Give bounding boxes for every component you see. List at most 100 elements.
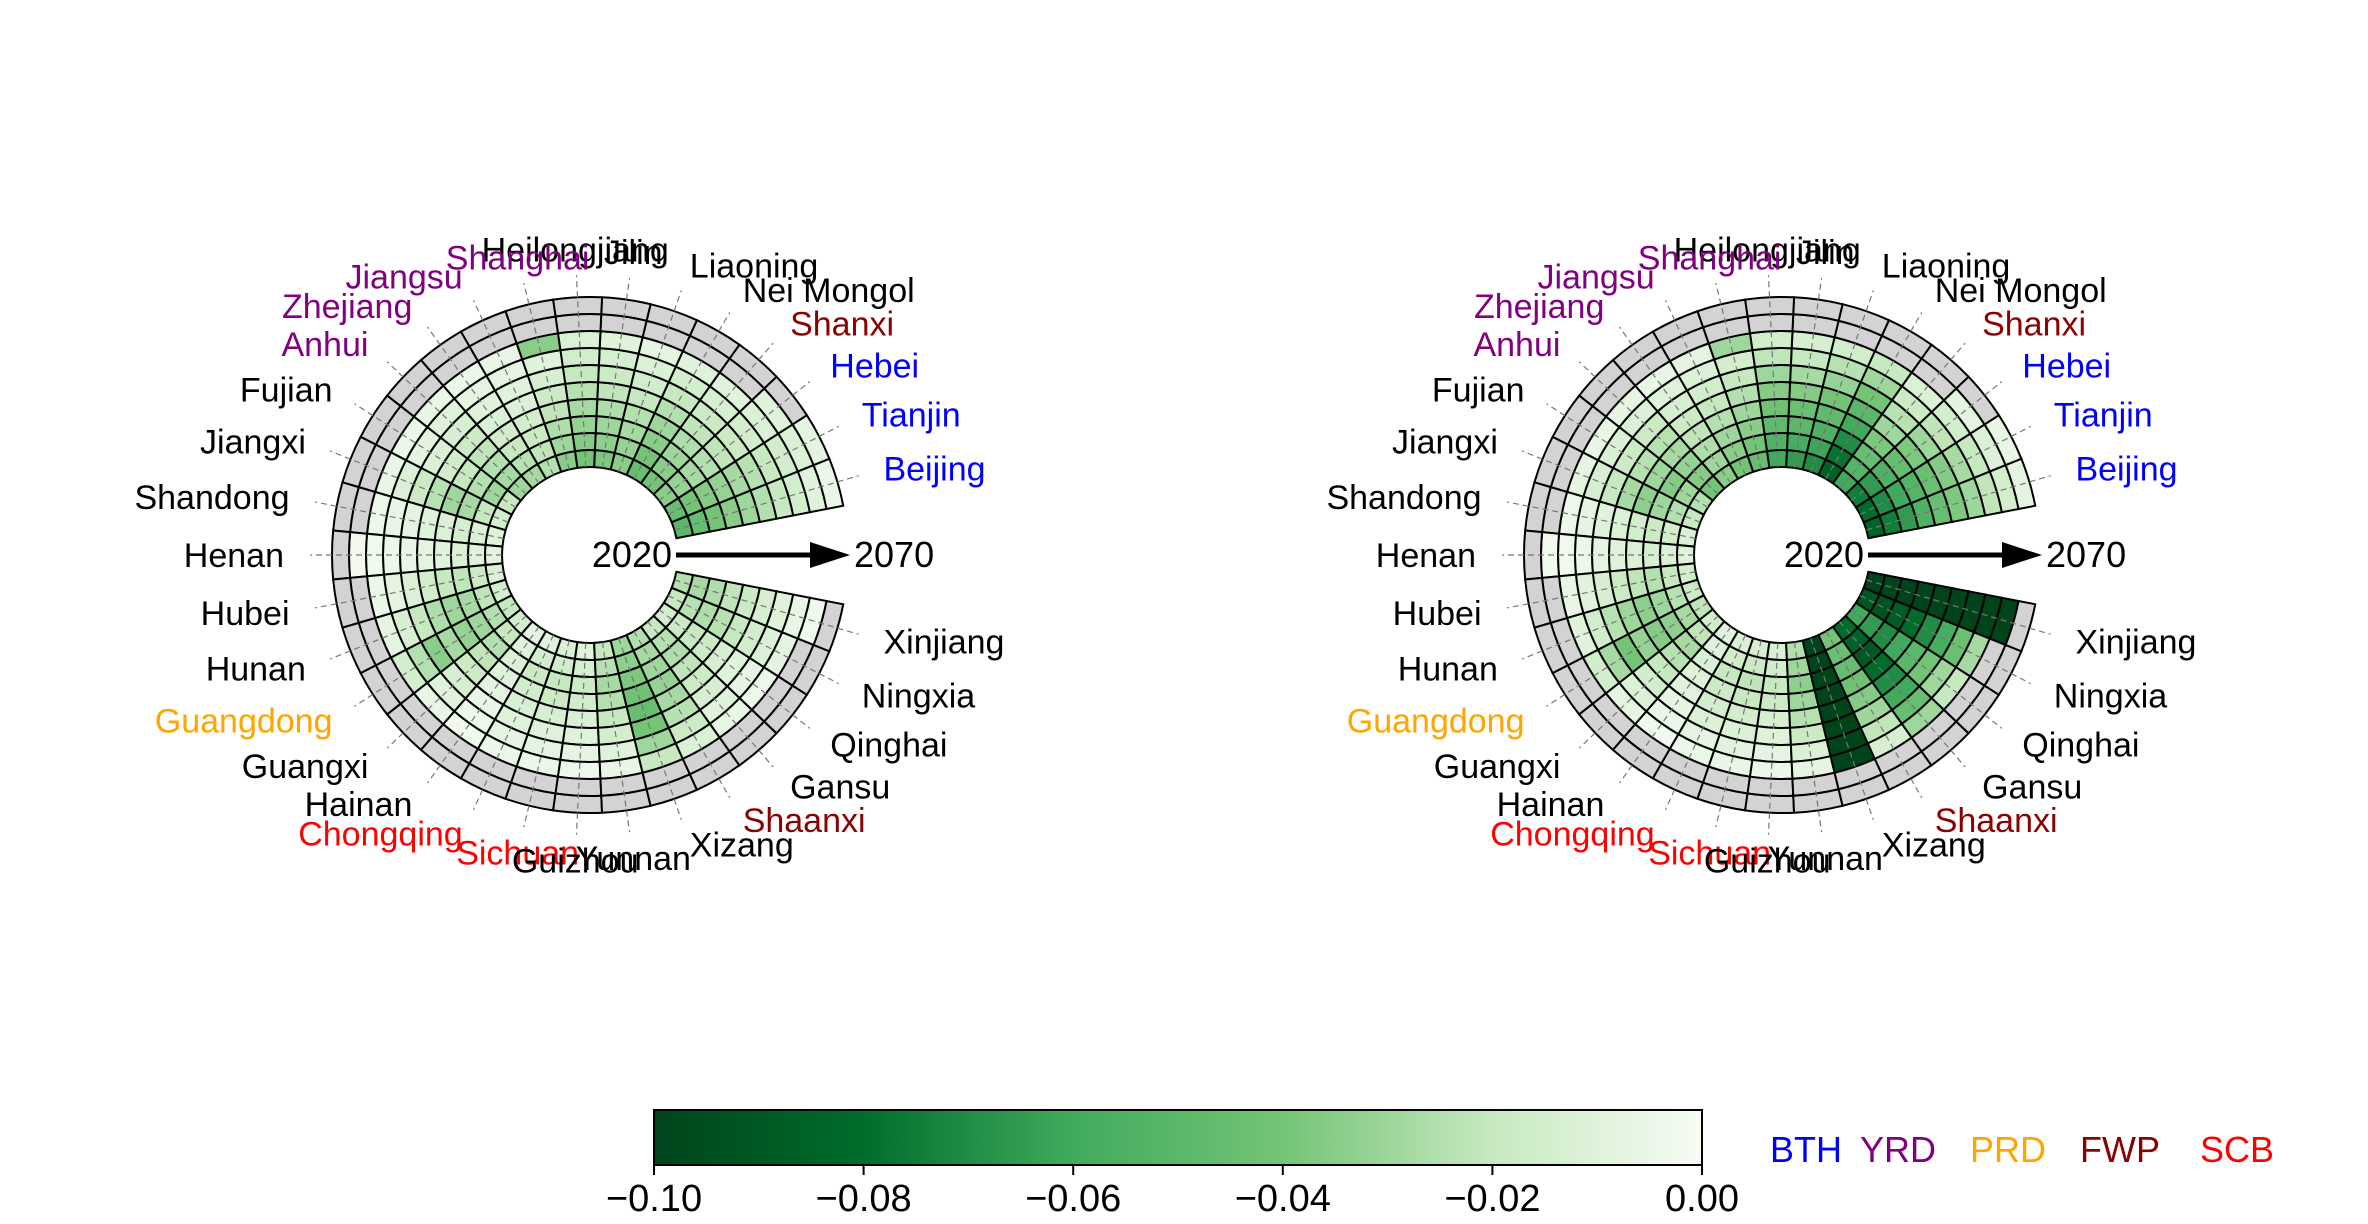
province-label: Guangxi xyxy=(1434,748,1561,786)
province-label: Shanghai xyxy=(1638,240,1782,278)
province-label: Guangdong xyxy=(1347,702,1525,740)
spoke-line xyxy=(314,501,504,539)
province-label: Shanxi xyxy=(790,305,894,343)
spoke-line xyxy=(1546,403,1709,508)
province-label: Guangxi xyxy=(242,748,369,786)
province-label: Hainan xyxy=(305,786,413,824)
spoke-line xyxy=(658,609,811,729)
province-label: Shaanxi xyxy=(743,802,866,840)
spoke-line xyxy=(618,290,682,473)
spoke-line xyxy=(647,342,774,489)
spoke-line xyxy=(667,425,839,516)
spoke-line xyxy=(1767,275,1779,468)
spoke-line xyxy=(1521,587,1701,660)
spoke-line xyxy=(1506,501,1696,539)
province-label: Shandong xyxy=(134,479,289,517)
spoke-line xyxy=(1664,634,1746,810)
province-label: Anhui xyxy=(281,326,368,364)
heatmap-cell xyxy=(1751,347,1793,369)
spoke-line xyxy=(1618,626,1732,784)
province-label: Hubei xyxy=(1393,595,1482,633)
province-label: Hunan xyxy=(1398,651,1498,689)
province-label: Guizhou xyxy=(1704,843,1831,881)
spoke-line xyxy=(1521,450,1701,523)
spoke-line xyxy=(1810,637,1874,820)
spoke-line xyxy=(1866,475,2051,531)
time-arrow-head xyxy=(2002,542,2042,568)
province-label: Liaoning xyxy=(690,248,819,286)
legend-entry: YRD xyxy=(1860,1129,1936,1170)
province-label: Yunnan xyxy=(576,840,691,878)
heatmap-cell xyxy=(2004,599,2037,653)
province-label: Ningxia xyxy=(862,678,975,716)
province-label: Fujian xyxy=(1432,372,1525,410)
spoke-line xyxy=(575,642,587,835)
colorbar-bar xyxy=(653,1109,1703,1166)
colorbar-tick-label: −0.10 xyxy=(606,1178,702,1219)
colorbar-ticks: −0.10 −0.08 −0.06 −0.04 −0.02 0.00 xyxy=(606,1165,1739,1220)
province-label: Xinjiang xyxy=(2075,624,2196,662)
spoke-line xyxy=(314,571,504,609)
spoke-line xyxy=(1578,615,1719,749)
heatmap-cell xyxy=(559,741,601,763)
time-arrow-head xyxy=(810,542,850,568)
province-label: Guizhou xyxy=(512,843,639,881)
province-label: Hebei xyxy=(2022,348,2111,386)
spoke-line xyxy=(1810,290,1874,473)
spoke-line xyxy=(523,282,570,470)
spoke-line xyxy=(1618,326,1732,484)
spoke-line xyxy=(647,621,774,768)
province-label: Shandong xyxy=(1326,479,1481,517)
spoke-line xyxy=(1578,361,1719,495)
province-label: Xizang xyxy=(1882,826,1986,864)
end-year-label: 2070 xyxy=(854,534,934,575)
spoke-line xyxy=(674,579,859,635)
province-label: Nei Mongol xyxy=(743,272,915,310)
province-label: Nei Mongol xyxy=(1935,272,2107,310)
spoke-line xyxy=(1850,609,2003,729)
province-label: Qinghai xyxy=(2022,726,2139,764)
heatmap-cell xyxy=(812,599,845,653)
province-label: Fujian xyxy=(240,372,333,410)
spoke-line xyxy=(1825,630,1923,798)
spoke-line xyxy=(386,615,527,749)
province-label: Jilin xyxy=(1796,234,1855,272)
province-label: Zhejiang xyxy=(1474,288,1604,326)
heatmap-cell xyxy=(559,347,601,369)
spoke-line xyxy=(1793,642,1823,833)
colorbar-tick-label: 0.00 xyxy=(1665,1178,1739,1219)
spoke-line xyxy=(601,277,631,468)
province-label: Shanghai xyxy=(446,240,590,278)
spoke-line xyxy=(1715,640,1762,828)
province-label: Sichuan xyxy=(456,834,579,872)
colorbar-tick-label: −0.04 xyxy=(1235,1178,1331,1219)
spoke-line xyxy=(1793,277,1823,468)
spoke-line xyxy=(575,275,587,468)
province-label: Chongqing xyxy=(1490,815,1654,853)
province-label: Jiangxi xyxy=(200,423,306,461)
end-year-label: 2070 xyxy=(2046,534,2126,575)
legend-entry: PRD xyxy=(1970,1129,2046,1170)
spoke-line xyxy=(658,381,811,501)
start-year-label: 2020 xyxy=(1784,534,1864,575)
spoke-line xyxy=(329,450,509,523)
spoke-line xyxy=(1825,312,1923,480)
spoke-line xyxy=(674,475,859,531)
province-label: Heilongjiang xyxy=(482,231,669,269)
legend-entry: SCB xyxy=(2200,1129,2274,1170)
province-label: Liaoning xyxy=(1882,248,2011,286)
province-label: Sichuan xyxy=(1648,834,1771,872)
spoke-line xyxy=(633,630,731,798)
spoke-line xyxy=(1506,571,1696,609)
region-legend: BTH YRD PRD FWP SCB xyxy=(1770,1129,2274,1170)
spoke-line xyxy=(1715,282,1762,470)
province-label: Hunan xyxy=(206,651,306,689)
spoke-line xyxy=(426,326,540,484)
spoke-line xyxy=(667,594,839,685)
province-label: Jiangxi xyxy=(1392,423,1498,461)
colorbar-tick-label: −0.06 xyxy=(1025,1178,1121,1219)
province-label: Anhui xyxy=(1473,326,1560,364)
province-label: Henan xyxy=(1376,537,1476,575)
